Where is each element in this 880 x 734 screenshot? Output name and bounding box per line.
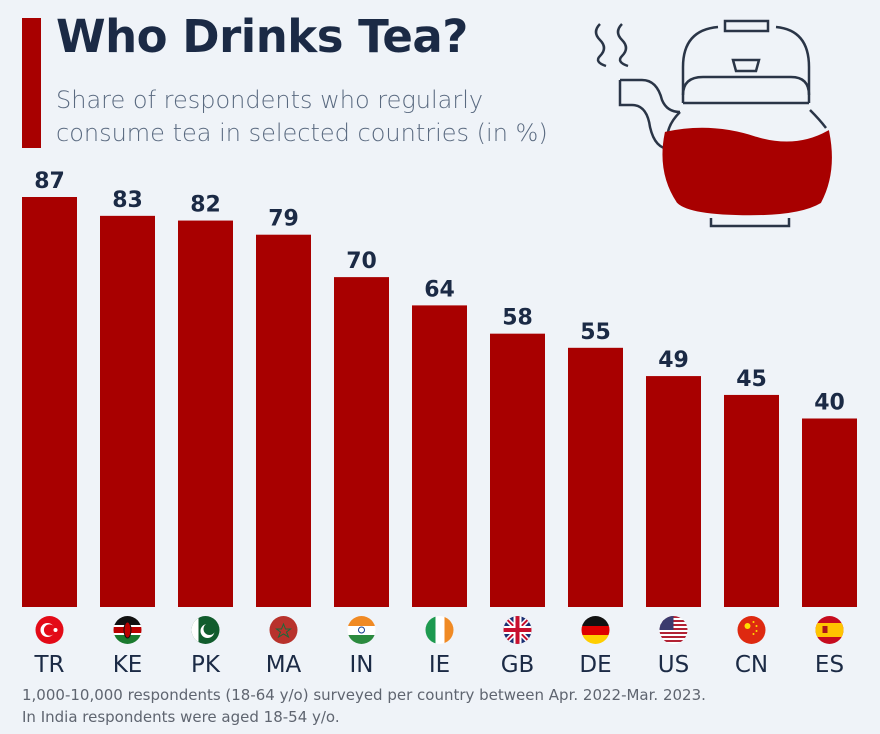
data-label-TR: 87 (34, 169, 65, 194)
chart-title: Who Drinks Tea? (56, 10, 468, 63)
bar-IN (334, 277, 389, 607)
spain-flag-icon (815, 616, 844, 644)
pakistan-flag-icon (191, 616, 220, 644)
bar-DE (568, 347, 623, 607)
bar-MA (256, 234, 311, 607)
data-label-ES: 40 (814, 390, 845, 415)
data-label-PK: 82 (190, 193, 221, 218)
tick-label-ES: ES (815, 652, 844, 678)
title-accent-bar (22, 18, 41, 148)
bar-CN (724, 394, 779, 607)
tick-label-GB: GB (501, 652, 535, 678)
bar-PK (178, 220, 233, 607)
data-label-KE: 83 (112, 188, 143, 213)
bar-ES (802, 418, 857, 607)
data-label-CN: 45 (736, 367, 767, 392)
tick-label-TR: TR (33, 652, 64, 678)
data-label-IN: 70 (346, 249, 377, 274)
tick-label-CN: CN (735, 652, 768, 678)
ireland-flag-icon (425, 616, 454, 644)
bar-chart: 87 TR 83 KE 82 PK 79 MA 70 IN 64 IE 58 GB 55 DE 49 US 45 CN… (22, 169, 857, 678)
bar-GB (490, 333, 545, 607)
bar-KE (100, 215, 155, 607)
morocco-flag-icon (269, 616, 298, 644)
bar-TR (22, 197, 77, 607)
india-flag-icon (347, 616, 376, 644)
uk-flag-icon (503, 616, 532, 644)
footnote-line-2: In India respondents were aged 18-54 y/o… (22, 708, 340, 726)
tick-label-PK: PK (191, 652, 221, 678)
chart-footnote: 1,000-10,000 respondents (18-64 y/o) sur… (22, 684, 706, 728)
bar-IE (412, 305, 467, 607)
china-flag-icon (737, 616, 766, 644)
data-label-IE: 64 (424, 277, 455, 302)
tick-label-DE: DE (579, 652, 611, 678)
germany-flag-icon (581, 616, 610, 644)
footnote-line-1: 1,000-10,000 respondents (18-64 y/o) sur… (22, 686, 706, 704)
bar-US (646, 376, 701, 607)
subtitle-line-2: consume tea in selected countries (in %) (56, 119, 548, 147)
turkey-flag-icon (35, 616, 64, 644)
chart-subtitle: Share of respondents who regularly consu… (56, 84, 616, 150)
data-label-DE: 55 (580, 320, 611, 345)
teapot-icon (594, 19, 832, 228)
data-label-GB: 58 (502, 306, 533, 331)
data-label-MA: 79 (268, 207, 299, 232)
data-label-US: 49 (658, 348, 689, 373)
kenya-flag-icon (113, 616, 142, 644)
subtitle-line-1: Share of respondents who regularly (56, 86, 484, 114)
tick-label-US: US (658, 652, 689, 678)
usa-flag-icon (659, 616, 688, 644)
tick-label-IE: IE (429, 652, 450, 678)
tick-label-MA: MA (266, 652, 302, 678)
tick-label-KE: KE (113, 652, 143, 678)
tick-label-IN: IN (350, 652, 374, 678)
